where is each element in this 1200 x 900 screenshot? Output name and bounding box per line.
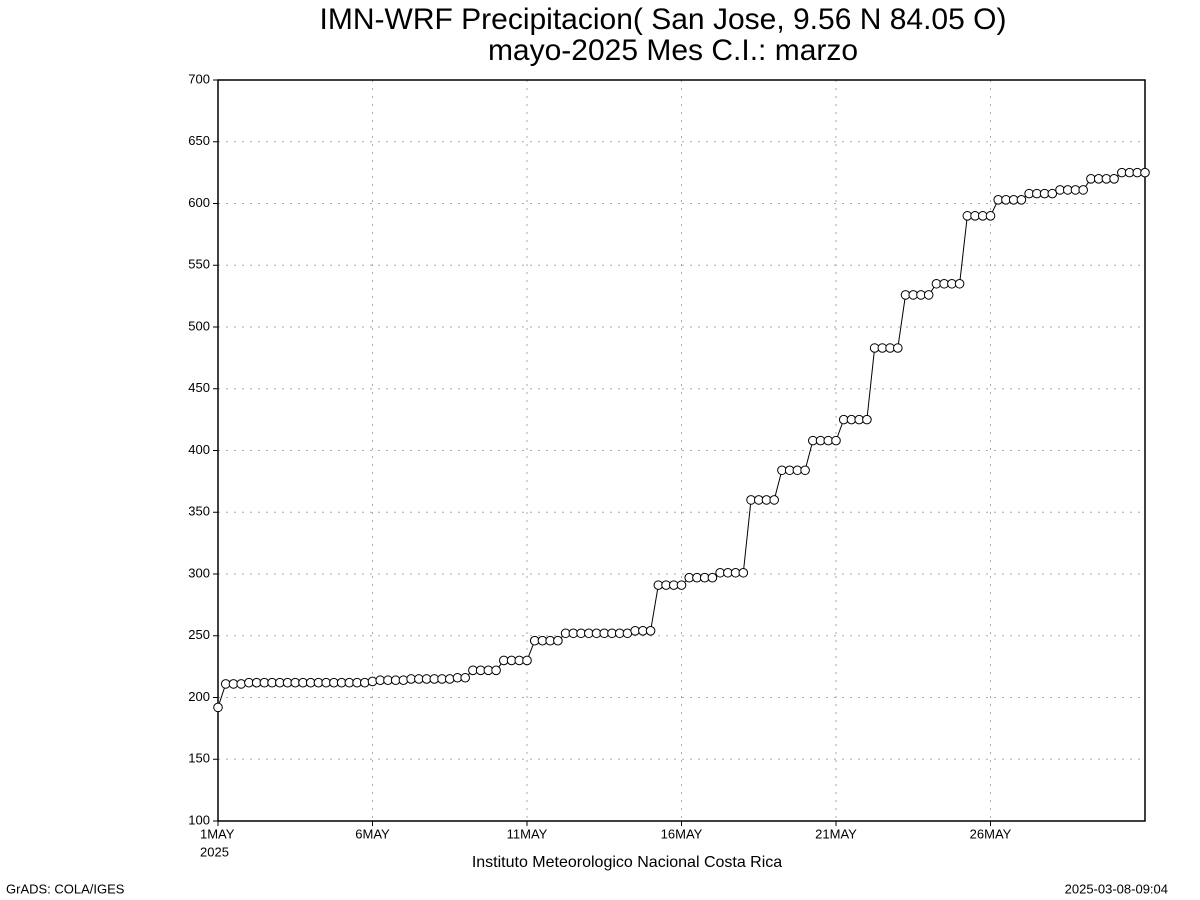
y-tick-label: 200 bbox=[188, 689, 210, 704]
data-point bbox=[236, 679, 246, 689]
data-point bbox=[460, 672, 471, 683]
data-point bbox=[1078, 185, 1088, 195]
x-tick-label: 6MAY bbox=[355, 826, 390, 841]
data-point bbox=[1109, 174, 1119, 184]
data-point bbox=[862, 414, 872, 425]
x-tick-label: 26MAY bbox=[970, 826, 1012, 841]
data-point bbox=[444, 674, 455, 684]
x-year-label: 2025 bbox=[200, 844, 229, 859]
footer-left: GrADS: COLA/IGES bbox=[6, 881, 125, 896]
chart-title: IMN-WRF Precipitacion( San Jose, 9.56 N … bbox=[320, 3, 1007, 36]
data-point bbox=[522, 655, 532, 666]
data-point bbox=[645, 626, 656, 636]
footer-right: 2025-03-08-09:04 bbox=[1065, 881, 1168, 896]
y-tick-label: 350 bbox=[188, 504, 210, 519]
y-tick-label: 450 bbox=[188, 380, 210, 395]
x-tick-label: 1MAY bbox=[200, 826, 235, 841]
y-tick-label: 650 bbox=[188, 133, 210, 148]
data-point bbox=[985, 211, 996, 221]
y-tick-label: 250 bbox=[188, 627, 210, 642]
plot-frame bbox=[217, 79, 1146, 822]
y-tick-label: 550 bbox=[188, 257, 210, 272]
x-tick-label: 21MAY bbox=[815, 826, 857, 841]
data-point bbox=[1047, 188, 1058, 199]
y-tick-label: 600 bbox=[188, 195, 210, 210]
data-point bbox=[1140, 167, 1150, 178]
data-point bbox=[1016, 194, 1027, 205]
data-point bbox=[707, 572, 718, 583]
x-tick-label: 11MAY bbox=[507, 826, 548, 841]
credit: Instituto Meteorologico Nacional Costa R… bbox=[472, 854, 782, 871]
data-point bbox=[213, 702, 223, 713]
data-point bbox=[359, 677, 370, 688]
y-tick-label: 500 bbox=[188, 318, 210, 333]
data-point bbox=[954, 278, 965, 289]
y-tick-label: 700 bbox=[188, 71, 210, 86]
data-point bbox=[800, 465, 810, 476]
data-point bbox=[491, 665, 501, 676]
x-tick-label: 16MAY bbox=[661, 826, 703, 841]
y-tick-label: 300 bbox=[188, 565, 210, 580]
data-point bbox=[893, 343, 903, 353]
y-tick-label: 100 bbox=[188, 812, 210, 827]
data-point bbox=[923, 290, 934, 300]
data-point bbox=[398, 675, 409, 686]
data-point bbox=[676, 580, 687, 590]
data-point bbox=[553, 635, 563, 646]
data-point bbox=[769, 495, 780, 505]
y-tick-label: 150 bbox=[188, 751, 210, 766]
chart-subtitle: mayo-2025 Mes C.I.: marzo bbox=[488, 34, 858, 67]
y-tick-label: 400 bbox=[188, 442, 210, 457]
data-point bbox=[367, 676, 378, 687]
data-point bbox=[738, 567, 749, 578]
data-point bbox=[831, 435, 841, 446]
